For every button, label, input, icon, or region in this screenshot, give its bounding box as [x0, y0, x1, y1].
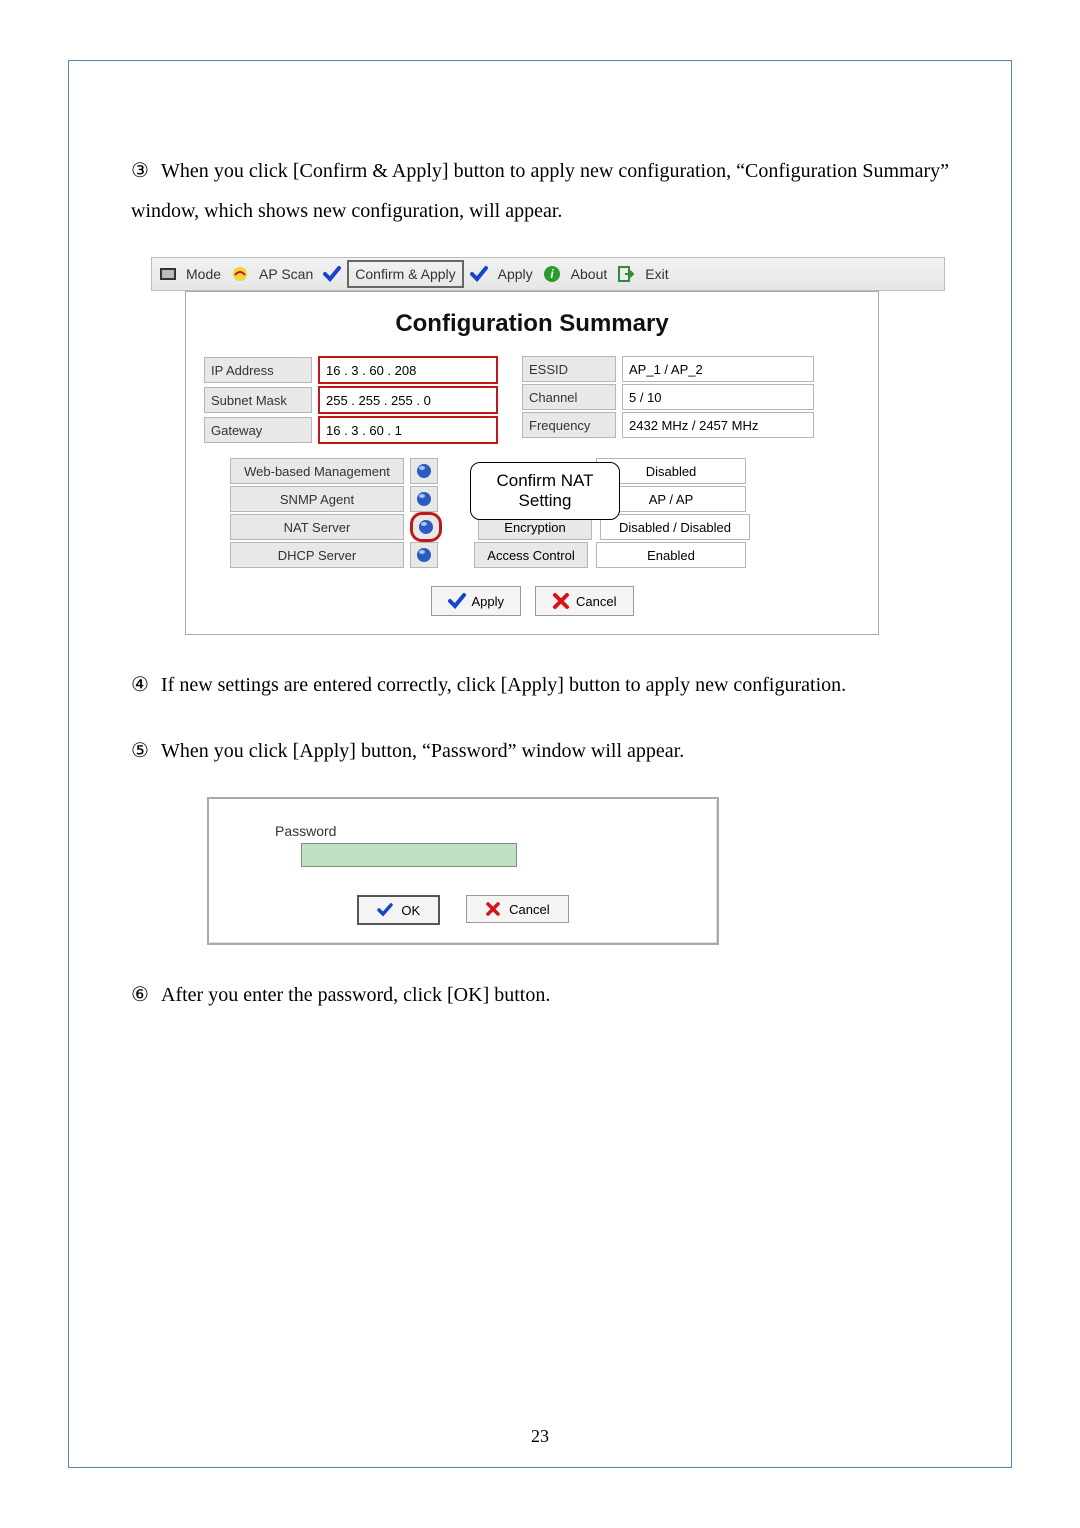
- check-icon: [448, 592, 466, 610]
- blue-orb-icon[interactable]: [410, 486, 438, 512]
- password-ok-button[interactable]: OK: [357, 895, 440, 925]
- exit-icon: [617, 265, 635, 283]
- encryption-value: Disabled / Disabled: [600, 514, 750, 540]
- dhcp-label: DHCP Server: [230, 542, 404, 568]
- about-icon: i: [543, 265, 561, 283]
- nat-orb-icon[interactable]: [410, 512, 442, 542]
- toolbar-mode[interactable]: Mode: [182, 258, 225, 290]
- summary-cancel-button[interactable]: Cancel: [535, 586, 633, 616]
- x-icon: [552, 592, 570, 610]
- step-5-text: ⑤When you click [Apply] button, “Passwor…: [131, 731, 949, 771]
- toolbar-about[interactable]: About: [567, 258, 612, 290]
- frequency-label: Frequency: [522, 412, 616, 438]
- toolbar-apscan[interactable]: AP Scan: [255, 258, 317, 290]
- toolbar-exit[interactable]: Exit: [641, 258, 672, 290]
- config-summary-title: Configuration Summary: [204, 310, 860, 338]
- x-icon: [485, 901, 501, 917]
- channel-label: Channel: [522, 384, 616, 410]
- access-control-value: Enabled: [596, 542, 746, 568]
- web-mgmt-label: Web-based Management: [230, 458, 404, 484]
- step-5-bullet: ⑤: [131, 731, 161, 771]
- step-6-text: ⑥After you enter the password, click [OK…: [131, 975, 949, 1015]
- check-icon: [323, 265, 341, 283]
- step-3-text: ③When you click [Confirm & Apply] button…: [131, 151, 949, 231]
- essid-label: ESSID: [522, 356, 616, 382]
- password-label: Password: [275, 823, 697, 839]
- summary-apply-button[interactable]: Apply: [431, 586, 522, 616]
- subnet-value: 255 . 255 . 255 . 0: [318, 386, 498, 414]
- app-toolbar: Mode AP Scan Confirm & Apply Apply i Abo…: [151, 257, 945, 291]
- channel-value: 5 / 10: [622, 384, 814, 410]
- step-3-bullet: ③: [131, 151, 161, 191]
- snmp-label: SNMP Agent: [230, 486, 404, 512]
- essid-value: AP_1 / AP_2: [622, 356, 814, 382]
- config-summary-panel: Configuration Summary IP Address 16 . 3 …: [185, 291, 879, 635]
- app-logo-icon: [158, 265, 176, 283]
- wifi-icon: [231, 265, 249, 283]
- nat-label: NAT Server: [230, 514, 404, 540]
- blue-orb-icon[interactable]: [410, 458, 438, 484]
- password-dialog: Password OK Cancel: [207, 797, 719, 945]
- subnet-label: Subnet Mask: [204, 387, 312, 413]
- page-number: 23: [69, 1426, 1011, 1447]
- ip-label: IP Address: [204, 357, 312, 383]
- step-4-bullet: ④: [131, 665, 161, 705]
- gateway-value: 16 . 3 . 60 . 1: [318, 416, 498, 444]
- step-6-bullet: ⑥: [131, 975, 161, 1015]
- password-cancel-button[interactable]: Cancel: [466, 895, 568, 923]
- ip-value: 16 . 3 . 60 . 208: [318, 356, 498, 384]
- check-icon: [470, 265, 488, 283]
- toolbar-apply[interactable]: Apply: [494, 258, 537, 290]
- toolbar-confirm-apply[interactable]: Confirm & Apply: [347, 260, 463, 288]
- check-icon: [377, 902, 393, 918]
- frequency-value: 2432 MHz / 2457 MHz: [622, 412, 814, 438]
- gateway-label: Gateway: [204, 417, 312, 443]
- blue-orb-icon[interactable]: [410, 542, 438, 568]
- step-4-text: ④If new settings are entered correctly, …: [131, 665, 949, 705]
- password-input[interactable]: [301, 843, 517, 867]
- nat-callout: Confirm NAT Setting: [470, 462, 620, 520]
- access-control-label: Access Control: [474, 542, 588, 568]
